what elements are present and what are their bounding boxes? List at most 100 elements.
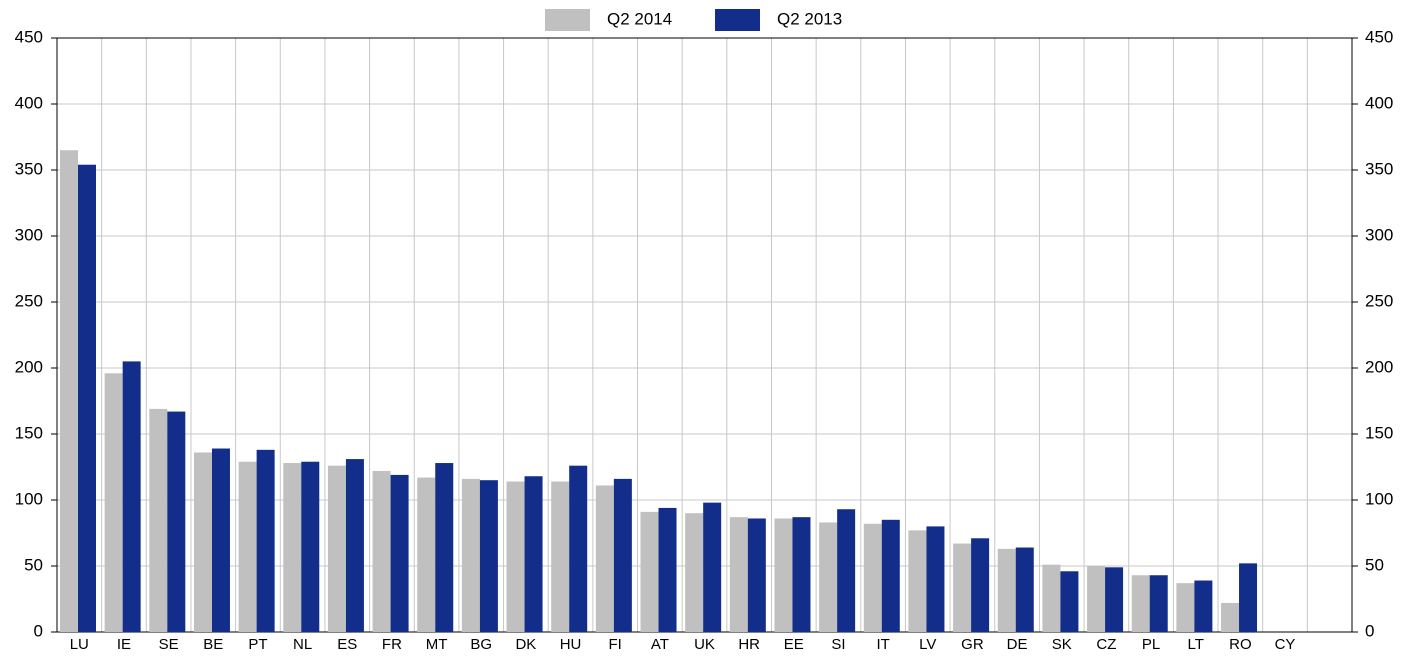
bar bbox=[551, 481, 570, 632]
x-tick-label: LV bbox=[919, 636, 936, 652]
x-tick-label: FI bbox=[609, 636, 622, 652]
bar bbox=[613, 478, 632, 632]
y2-tick-label: 350 bbox=[1365, 159, 1393, 178]
x-tick-label: CZ bbox=[1096, 636, 1116, 652]
x-tick-label: EE bbox=[784, 636, 804, 652]
x-tick-label: LU bbox=[70, 636, 89, 652]
y2-tick-label: 100 bbox=[1365, 489, 1393, 508]
legend-swatch bbox=[715, 9, 760, 31]
x-tick-label: HU bbox=[560, 636, 582, 652]
y2-tick-label: 0 bbox=[1365, 621, 1374, 640]
bar bbox=[122, 361, 141, 632]
x-tick-label: GR bbox=[961, 636, 984, 652]
bar bbox=[1105, 567, 1124, 632]
x-tick-label: SI bbox=[831, 636, 845, 652]
bar bbox=[1042, 564, 1061, 632]
bar bbox=[301, 461, 320, 632]
bar bbox=[372, 470, 391, 632]
bar bbox=[1239, 563, 1258, 632]
bar bbox=[149, 408, 168, 632]
bar bbox=[256, 449, 275, 632]
y2-tick-label: 250 bbox=[1365, 291, 1393, 310]
x-tick-label: PT bbox=[248, 636, 267, 652]
x-tick-label: LT bbox=[1188, 636, 1204, 652]
bar bbox=[211, 448, 230, 632]
bar bbox=[953, 543, 972, 632]
bar bbox=[435, 463, 454, 632]
bar bbox=[685, 513, 704, 632]
x-tick-label: UK bbox=[694, 636, 715, 652]
bar bbox=[640, 511, 659, 632]
bar bbox=[60, 150, 78, 632]
bar bbox=[238, 461, 257, 632]
x-tick-label: RO bbox=[1229, 636, 1252, 652]
x-tick-label: FR bbox=[382, 636, 402, 652]
bar bbox=[1221, 602, 1240, 632]
x-tick-label: ES bbox=[337, 636, 357, 652]
bar bbox=[863, 523, 882, 632]
y2-tick-label: 150 bbox=[1365, 423, 1393, 442]
bar bbox=[1176, 583, 1195, 632]
y2-tick-label: 300 bbox=[1365, 225, 1393, 244]
legend-swatch bbox=[545, 9, 590, 31]
x-tick-label: DE bbox=[1007, 636, 1028, 652]
bar bbox=[997, 548, 1016, 632]
y-tick-label: 100 bbox=[15, 489, 43, 508]
bar bbox=[390, 474, 409, 632]
y-tick-label: 350 bbox=[15, 159, 43, 178]
bar bbox=[971, 538, 990, 632]
bar bbox=[104, 373, 123, 632]
bar bbox=[417, 477, 436, 632]
bar bbox=[729, 517, 748, 632]
bar bbox=[479, 480, 498, 632]
x-tick-label: CY bbox=[1275, 636, 1296, 652]
y-tick-label: 400 bbox=[15, 93, 43, 112]
bar bbox=[167, 411, 186, 632]
bar bbox=[908, 530, 927, 632]
y2-tick-label: 200 bbox=[1365, 357, 1393, 376]
x-tick-label: IT bbox=[876, 636, 889, 652]
y2-tick-label: 450 bbox=[1365, 27, 1393, 46]
bar bbox=[193, 452, 212, 632]
bar bbox=[345, 459, 364, 632]
y2-tick-label: 50 bbox=[1365, 555, 1384, 574]
y2-tick-label: 400 bbox=[1365, 93, 1393, 112]
bar bbox=[819, 522, 838, 632]
x-tick-label: AT bbox=[651, 636, 669, 652]
bar bbox=[747, 518, 766, 632]
bar bbox=[327, 465, 346, 632]
bar bbox=[506, 481, 525, 632]
y-tick-label: 50 bbox=[24, 555, 43, 574]
bar bbox=[78, 164, 96, 632]
bar bbox=[774, 518, 793, 632]
y-tick-label: 150 bbox=[15, 423, 43, 442]
legend-label: Q2 2013 bbox=[777, 9, 842, 28]
legend-label: Q2 2014 bbox=[607, 9, 672, 28]
bar bbox=[569, 465, 588, 632]
bar bbox=[461, 478, 480, 632]
bar bbox=[1087, 566, 1106, 632]
x-tick-label: PL bbox=[1142, 636, 1160, 652]
y-tick-label: 450 bbox=[15, 27, 43, 46]
x-tick-label: DK bbox=[515, 636, 536, 652]
y-tick-label: 0 bbox=[34, 621, 43, 640]
bar bbox=[595, 485, 614, 632]
bar bbox=[658, 507, 677, 632]
bar bbox=[792, 517, 811, 632]
y-tick-label: 200 bbox=[15, 357, 43, 376]
x-tick-label: SE bbox=[159, 636, 179, 652]
y-tick-label: 250 bbox=[15, 291, 43, 310]
bar bbox=[283, 463, 302, 632]
bar bbox=[837, 509, 856, 632]
bar bbox=[1060, 571, 1079, 632]
bar bbox=[881, 519, 900, 632]
bar bbox=[524, 476, 543, 632]
x-tick-label: NL bbox=[293, 636, 312, 652]
bar bbox=[1015, 547, 1034, 632]
bar bbox=[926, 526, 945, 632]
bar bbox=[1194, 580, 1213, 632]
x-tick-label: IE bbox=[117, 636, 131, 652]
bar bbox=[1149, 575, 1168, 632]
bar bbox=[1131, 575, 1150, 632]
